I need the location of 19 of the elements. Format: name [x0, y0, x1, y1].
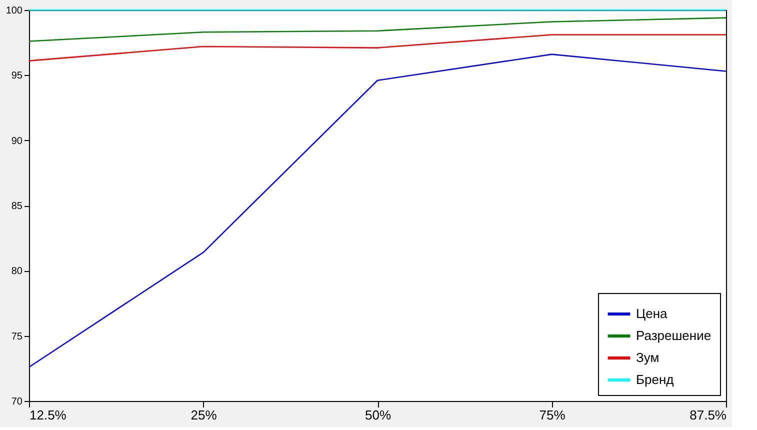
legend-label: Бренд — [636, 372, 674, 387]
x-tick-label: 50% — [364, 408, 392, 422]
y-tick-label: 75 — [11, 331, 23, 342]
x-tick-label: 12.5% — [30, 408, 67, 422]
line-series — [28, 34, 727, 62]
legend-label: Цена — [636, 306, 668, 321]
x-tick-label: 87.5% — [690, 408, 727, 422]
y-tick-label: 100 — [6, 6, 23, 16]
legend-label: Разрешение — [636, 328, 712, 343]
y-tick-label: 95 — [11, 70, 23, 82]
line-series — [28, 54, 727, 368]
y-tick-label: 80 — [11, 266, 23, 278]
x-tick-label: 75% — [539, 408, 566, 422]
y-tick-label: 90 — [11, 136, 23, 147]
line-series — [28, 17, 727, 42]
x-tick-label: 25% — [190, 408, 218, 422]
y-tick-label: 85 — [11, 201, 23, 212]
legend-label: Зум — [636, 350, 660, 365]
y-tick-label: 70 — [11, 396, 23, 408]
